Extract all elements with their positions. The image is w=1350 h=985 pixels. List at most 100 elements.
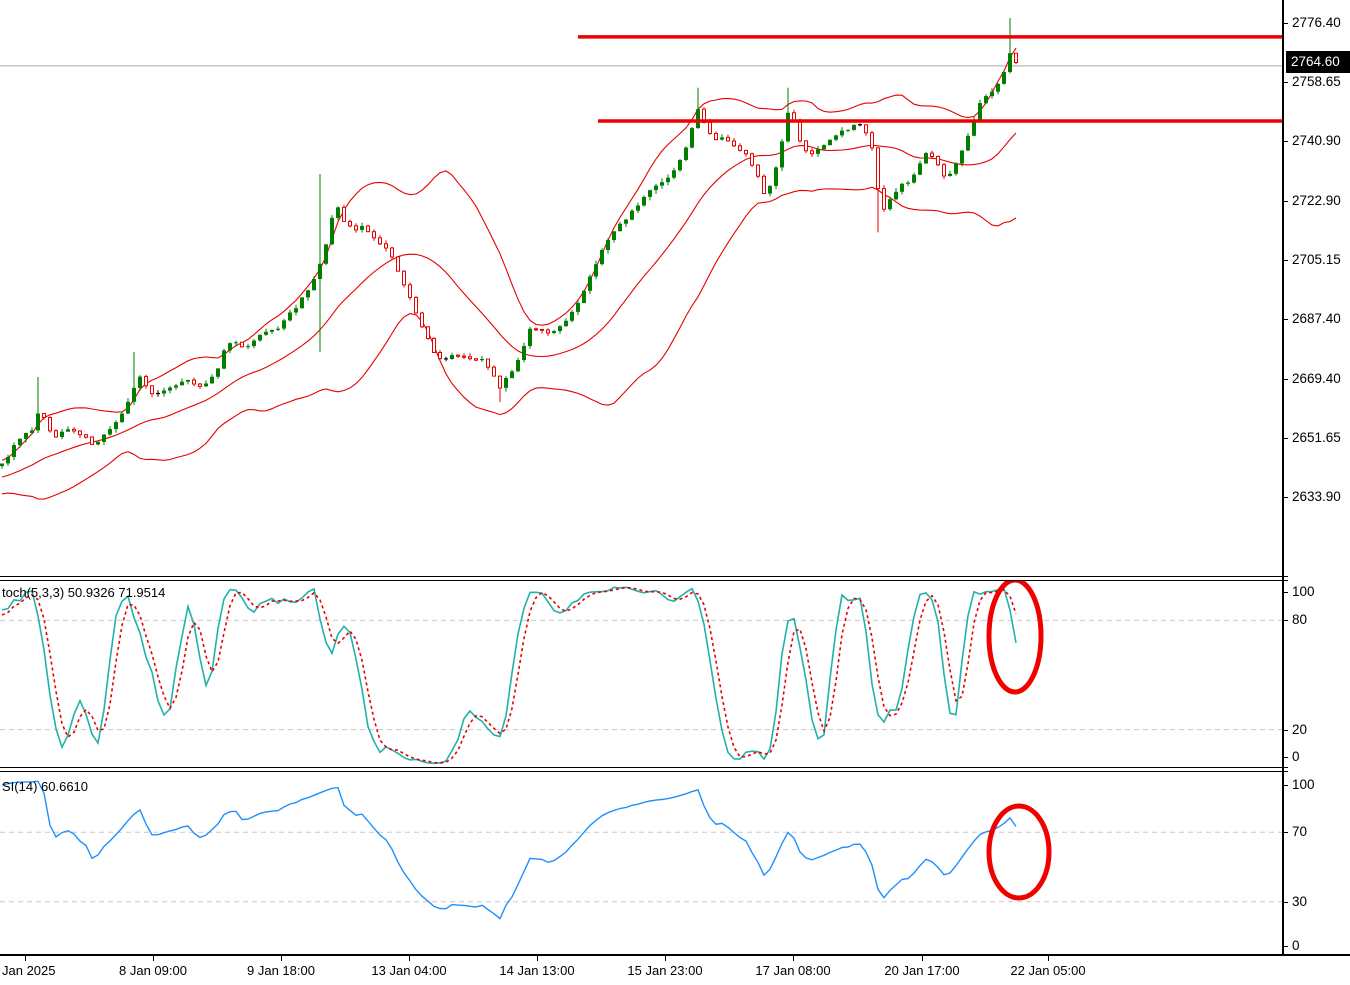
rsi-scale-tick (1282, 832, 1288, 833)
candle-body-bear (756, 164, 760, 177)
candle-body-bull (660, 182, 664, 186)
price-scale-tick (1282, 201, 1288, 202)
candle-body-bull (630, 210, 634, 220)
candle-body-bull (60, 431, 64, 437)
candle-body-bull (918, 163, 922, 175)
candle-body-bull (618, 223, 622, 232)
candle-body-bear (936, 156, 940, 166)
candle-body-bull (600, 250, 604, 265)
candle-body-bear (396, 256, 400, 272)
candle-body-bull (210, 376, 214, 384)
annotation-ellipse-stoch[interactable] (986, 581, 1044, 695)
candle-body-bear (72, 428, 76, 432)
candle-body-bull (180, 381, 184, 386)
candle-body-bull (108, 429, 112, 435)
candle-body-bear (732, 140, 736, 147)
candle-body-bear (342, 206, 346, 222)
rsi-scale-label: 30 (1292, 894, 1308, 909)
candle-body-bull (948, 173, 952, 176)
candle-body-bull (900, 183, 904, 192)
stoch-scale-tick (1282, 592, 1288, 593)
price-scale-tick (1282, 319, 1288, 320)
time-axis-label: 20 Jan 17:00 (884, 963, 960, 978)
candle-body-bull (336, 207, 340, 218)
candle-body-bull (30, 430, 34, 434)
candle-body-bear (144, 376, 148, 387)
panel-divider[interactable] (0, 767, 1288, 772)
candle-body-bear (870, 132, 874, 149)
candle-body-bull (522, 346, 526, 360)
candle-body-bull (516, 360, 520, 372)
time-axis-line (0, 954, 1350, 956)
time-axis-label: 14 Jan 13:00 (499, 963, 575, 978)
time-axis-tick (537, 956, 538, 961)
candle-body-bull (480, 359, 484, 361)
price-scale-label: 2758.65 (1292, 74, 1341, 89)
candle-body-bull (720, 137, 724, 140)
candle-body-bull (12, 445, 16, 457)
price-scale-label: 2687.40 (1292, 311, 1341, 326)
candle-body-bear (744, 149, 748, 155)
stoch-scale-tick (1282, 730, 1288, 731)
candle-body-bull (852, 124, 856, 130)
price-chart-canvas[interactable] (0, 0, 1282, 577)
rsi-panel-canvas[interactable] (0, 772, 1282, 954)
current-price-tag: 2764.60 (1286, 51, 1350, 73)
candle-body-bear (414, 296, 418, 314)
candle-body-bear (1014, 52, 1018, 64)
candle-body-bull (294, 308, 298, 313)
stoch-signal-line[interactable] (1, 586, 1017, 764)
candle-body-bull (696, 109, 700, 129)
candle-body-bull (450, 355, 454, 359)
candle-body-bear (192, 379, 196, 385)
time-axis-label: 13 Jan 04:00 (371, 963, 447, 978)
candle-body-bear (762, 175, 766, 195)
candle-body-bear (468, 356, 472, 360)
candle-body-bear (366, 225, 370, 233)
bollinger-lower-band[interactable] (1, 186, 1017, 500)
candle-body-bull (840, 130, 844, 136)
candle-body-bull (558, 326, 562, 332)
candle-body-bull (654, 185, 658, 191)
candle-body-bear (462, 355, 466, 358)
bollinger-upper-band[interactable] (1, 47, 1017, 461)
time-axis-tick (922, 956, 923, 961)
candle-body-bull (132, 387, 136, 402)
panel-divider[interactable] (0, 576, 1288, 581)
rsi-scale-tick (1282, 946, 1288, 947)
time-axis-tick (409, 956, 410, 961)
candle-body-bull (174, 385, 178, 388)
candle-body-bear (198, 383, 202, 387)
candle-body-bear (492, 366, 496, 377)
time-axis-tick (665, 956, 666, 961)
stochastic-panel-canvas[interactable] (0, 581, 1282, 768)
candle-body-bear (240, 341, 244, 348)
stochastic-indicator-label: toch(5,3,3) 50.9326 71.9514 (2, 585, 166, 600)
rsi-line[interactable] (1, 780, 1017, 920)
candle-body-bull (684, 147, 688, 160)
candle-body-bear (546, 329, 550, 334)
stoch-scale-label: 0 (1292, 749, 1300, 764)
time-axis-tick (281, 956, 282, 961)
candle-body-bull (120, 413, 124, 423)
candle-body-bull (888, 199, 892, 210)
candle-body-bear (354, 225, 358, 231)
candle-body-bull (924, 153, 928, 164)
time-axis-label: 8 Jan 09:00 (119, 963, 187, 978)
annotation-ellipse-rsi[interactable] (986, 803, 1052, 901)
candle-body-bear (942, 164, 946, 177)
candle-body-bull (768, 185, 772, 194)
candle-body-bull (606, 240, 610, 250)
stoch-main-line[interactable] (1, 586, 1017, 765)
candle-body-bear (750, 153, 754, 166)
candle-body-bull (984, 96, 988, 104)
candle-body-bear (486, 358, 490, 368)
candle-body-bull (138, 376, 142, 388)
price-scale-tick (1282, 82, 1288, 83)
price-scale-border (1282, 0, 1284, 954)
bollinger-middle-band[interactable] (1, 132, 1017, 478)
candle-body-bear (714, 132, 718, 141)
stoch-scale-tick (1282, 757, 1288, 758)
candle-body-bull (204, 383, 208, 387)
price-scale-tick (1282, 23, 1288, 24)
